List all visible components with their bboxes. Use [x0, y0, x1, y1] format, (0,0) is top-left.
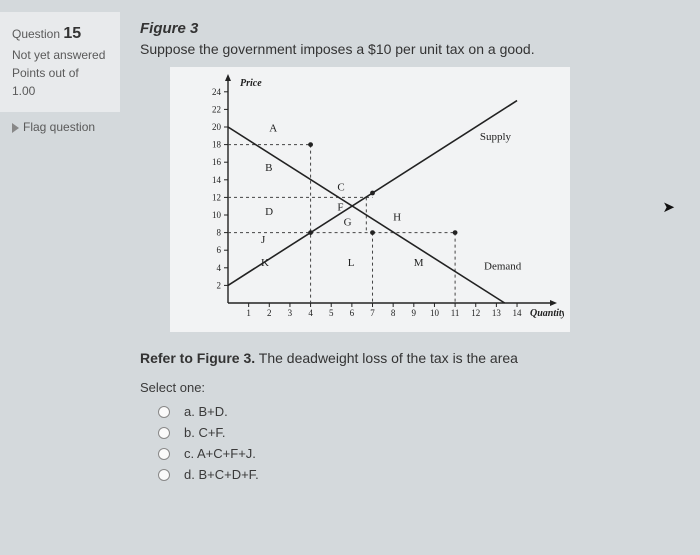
- svg-text:G: G: [344, 217, 352, 229]
- svg-text:3: 3: [288, 308, 293, 318]
- svg-text:8: 8: [391, 308, 396, 318]
- svg-text:D: D: [265, 206, 273, 218]
- svg-text:12: 12: [212, 192, 221, 202]
- svg-text:Demand: Demand: [484, 261, 522, 273]
- svg-text:2: 2: [217, 280, 222, 290]
- svg-text:J: J: [261, 234, 266, 246]
- chart-container: 246810121416182022241234567891011121314P…: [170, 67, 570, 332]
- svg-text:H: H: [393, 211, 401, 223]
- question-text: Refer to Figure 3. The deadweight loss o…: [140, 350, 682, 366]
- option-text: a. B+D.: [184, 404, 228, 419]
- svg-text:8: 8: [217, 228, 222, 238]
- question-status: Not yet answered: [12, 46, 110, 64]
- option-d[interactable]: d. B+C+D+F.: [140, 464, 682, 485]
- svg-text:13: 13: [492, 308, 502, 318]
- svg-text:Price: Price: [240, 78, 262, 89]
- svg-text:C: C: [337, 181, 344, 193]
- svg-text:9: 9: [412, 308, 417, 318]
- svg-text:1: 1: [246, 308, 251, 318]
- svg-text:24: 24: [212, 87, 222, 97]
- option-text: d. B+C+D+F.: [184, 467, 259, 482]
- radio-icon[interactable]: [158, 448, 170, 460]
- option-text: b. C+F.: [184, 425, 226, 440]
- svg-text:6: 6: [217, 245, 222, 255]
- option-b[interactable]: b. C+F.: [140, 422, 682, 443]
- svg-text:4: 4: [308, 308, 313, 318]
- svg-text:12: 12: [471, 308, 480, 318]
- svg-text:Supply: Supply: [480, 131, 512, 143]
- svg-text:7: 7: [370, 308, 375, 318]
- option-a[interactable]: a. B+D.: [140, 401, 682, 422]
- radio-icon[interactable]: [158, 427, 170, 439]
- svg-text:4: 4: [217, 263, 222, 273]
- svg-text:6: 6: [350, 308, 355, 318]
- svg-text:10: 10: [212, 210, 222, 220]
- figure-title: Figure 3: [140, 20, 682, 37]
- points-label: Points out of: [12, 64, 110, 82]
- svg-text:14: 14: [212, 175, 222, 185]
- svg-text:M: M: [414, 257, 424, 269]
- svg-text:A: A: [269, 122, 277, 134]
- svg-text:5: 5: [329, 308, 334, 318]
- svg-text:L: L: [348, 257, 355, 269]
- supply-demand-chart: 246810121416182022241234567891011121314P…: [176, 73, 564, 323]
- svg-text:18: 18: [212, 140, 222, 150]
- options-list: a. B+D. b. C+F. c. A+C+F+J. d. B+C+D+F.: [140, 401, 682, 485]
- flag-icon: [12, 123, 19, 133]
- radio-icon[interactable]: [158, 406, 170, 418]
- radio-icon[interactable]: [158, 469, 170, 481]
- svg-text:K: K: [261, 257, 269, 269]
- points-value: 1.00: [12, 82, 110, 100]
- svg-text:22: 22: [212, 104, 221, 114]
- svg-text:11: 11: [451, 308, 460, 318]
- question-number: Question 15: [12, 22, 110, 46]
- figure-subtitle: Suppose the government imposes a $10 per…: [140, 41, 682, 57]
- svg-text:14: 14: [513, 308, 523, 318]
- svg-text:20: 20: [212, 122, 222, 132]
- svg-text:10: 10: [430, 308, 440, 318]
- svg-text:16: 16: [212, 157, 222, 167]
- svg-text:2: 2: [267, 308, 272, 318]
- option-text: c. A+C+F+J.: [184, 446, 256, 461]
- question-info-block: Question 15 Not yet answered Points out …: [0, 12, 120, 112]
- svg-text:Quantity: Quantity: [530, 308, 564, 319]
- question-main: Figure 3 Suppose the government imposes …: [120, 12, 682, 485]
- question-sidebar: Question 15 Not yet answered Points out …: [0, 12, 120, 485]
- svg-text:F: F: [337, 202, 343, 214]
- option-c[interactable]: c. A+C+F+J.: [140, 443, 682, 464]
- select-one-label: Select one:: [140, 380, 682, 395]
- svg-text:B: B: [265, 162, 272, 174]
- flag-question-link[interactable]: Flag question: [0, 112, 120, 142]
